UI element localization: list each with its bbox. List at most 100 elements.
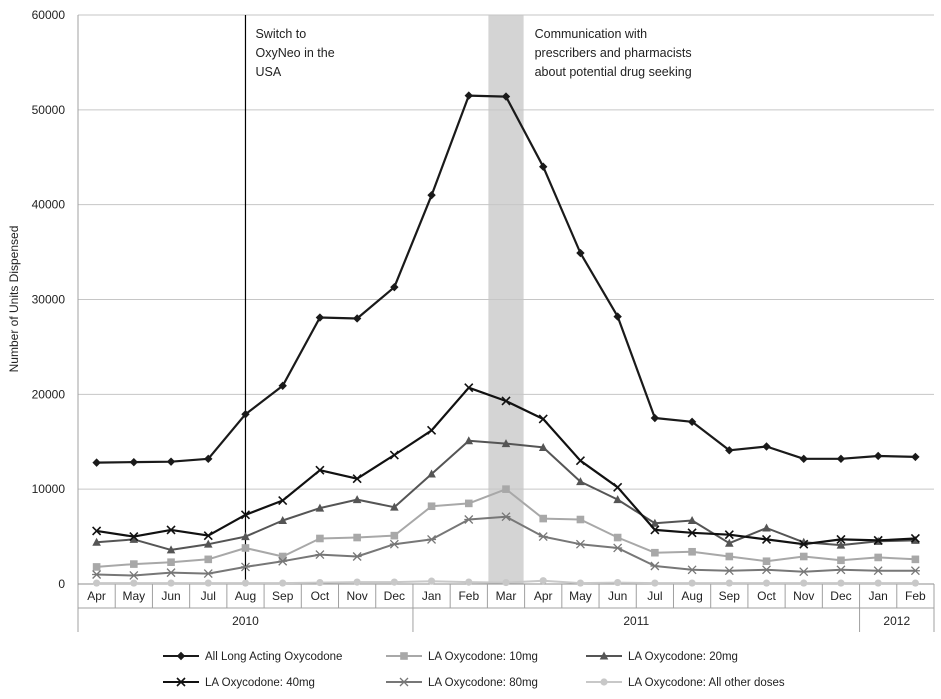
y-axis-title: Number of Units Dispensed xyxy=(7,226,21,373)
data-point xyxy=(539,162,548,171)
data-point xyxy=(911,452,920,462)
legend-swatch-marker xyxy=(176,677,186,687)
legend-item-0: All Long Acting Oxycodone xyxy=(163,651,342,663)
series-3 xyxy=(92,383,920,549)
grid-layer xyxy=(78,14,934,490)
data-point xyxy=(464,515,474,524)
data-point xyxy=(799,454,808,464)
data-point xyxy=(315,465,325,475)
x-tick-label: Jun xyxy=(161,589,180,603)
x-tick-label: Nov xyxy=(793,589,814,603)
x-tick-label: Sep xyxy=(272,589,294,603)
annotation-layer: Switch to OxyNeo in the USA Communication w… xyxy=(255,27,691,79)
data-point xyxy=(427,502,436,511)
legend-swatch-marker xyxy=(400,652,408,660)
data-point xyxy=(315,550,325,560)
y-tick-label: 20000 xyxy=(32,387,66,401)
data-point xyxy=(725,538,734,547)
legend-label: LA Oxycodone: All other doses xyxy=(628,677,785,689)
x-tick-label: Jun xyxy=(608,589,627,603)
data-point xyxy=(390,502,399,511)
data-point xyxy=(315,503,325,512)
x-tick-label: Aug xyxy=(681,589,702,603)
data-point xyxy=(873,566,883,576)
data-point xyxy=(501,396,511,406)
data-point xyxy=(130,560,138,568)
y-tick-label: 30000 xyxy=(32,293,66,307)
x-tick-label: Mar xyxy=(496,589,517,603)
data-point xyxy=(538,442,548,451)
x-tick-label: May xyxy=(569,589,592,603)
x-tick-label: Oct xyxy=(757,589,776,603)
data-point xyxy=(911,555,920,564)
data-point xyxy=(614,578,622,587)
data-point xyxy=(167,558,175,566)
data-point xyxy=(799,539,809,549)
data-point xyxy=(762,442,771,451)
data-point xyxy=(278,495,288,506)
data-point xyxy=(92,570,102,579)
data-point xyxy=(873,535,883,545)
data-point xyxy=(426,425,437,435)
y-tick-label: 10000 xyxy=(32,482,66,496)
x-tick-label: Nov xyxy=(346,589,367,603)
data-point xyxy=(650,413,660,423)
data-point xyxy=(352,314,362,323)
legend-item-3: LA Oxycodone: 40mg xyxy=(163,677,315,689)
data-point xyxy=(427,534,437,544)
data-point xyxy=(613,312,622,321)
legend-item-4: LA Oxycodone: 80mg xyxy=(386,677,538,689)
data-point xyxy=(240,510,251,520)
x-tick-label: Feb xyxy=(905,589,926,603)
data-point xyxy=(390,531,399,540)
data-point xyxy=(613,482,623,492)
data-point xyxy=(92,537,101,546)
data-point xyxy=(687,515,697,524)
data-point xyxy=(167,579,175,587)
annotation-text-0-1: OxyNeo in the xyxy=(255,46,334,60)
data-point xyxy=(650,518,660,527)
x-tick-label: Apr xyxy=(87,589,106,603)
annotation-text-1-2: about potential drug seeking xyxy=(535,65,692,79)
legend-label: LA Oxycodone: 20mg xyxy=(628,651,738,663)
data-point xyxy=(92,458,101,467)
data-point xyxy=(910,566,920,576)
data-point xyxy=(166,545,176,554)
legend-label: LA Oxycodone: 80mg xyxy=(428,677,538,689)
data-point xyxy=(166,525,176,535)
data-point xyxy=(873,451,883,461)
legend-swatch-marker xyxy=(599,651,609,660)
data-point xyxy=(724,530,734,540)
data-point xyxy=(799,552,808,561)
data-point xyxy=(501,92,511,101)
legend-label: LA Oxycodone: 10mg xyxy=(428,651,538,663)
legend: All Long Acting Oxycodone LA Oxycodone: 1… xyxy=(163,651,785,689)
year-label: 2012 xyxy=(883,614,910,628)
data-point xyxy=(92,526,102,536)
legend-item-2: LA Oxycodone: 20mg xyxy=(586,651,738,663)
data-point xyxy=(464,383,474,393)
data-point xyxy=(576,477,585,486)
data-point xyxy=(204,579,212,587)
y-tick-label: 0 xyxy=(58,577,65,591)
annotation-text-1-0: Communication with xyxy=(535,27,648,41)
annotation-text-0-2: USA xyxy=(255,65,281,79)
data-point xyxy=(129,534,139,543)
data-point xyxy=(166,457,176,466)
data-point xyxy=(539,514,548,523)
x-tick-label: May xyxy=(122,589,145,603)
data-point xyxy=(502,485,510,493)
data-point xyxy=(874,553,882,562)
data-point xyxy=(613,533,622,542)
data-point xyxy=(613,495,622,504)
data-point xyxy=(316,534,324,543)
data-point xyxy=(836,540,846,549)
data-point xyxy=(836,565,846,575)
data-point xyxy=(762,557,771,566)
data-point xyxy=(576,515,585,524)
legend-swatch-marker xyxy=(176,651,186,661)
data-point xyxy=(799,567,809,577)
data-point xyxy=(837,556,845,565)
